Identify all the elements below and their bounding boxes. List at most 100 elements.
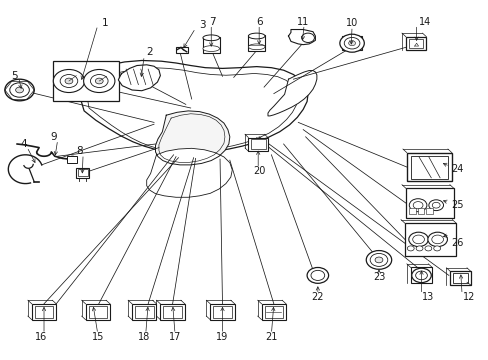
Bar (35, 306, 53, 318)
Bar (11, 84, 29, 96)
Bar (342, 36, 361, 50)
Text: 8: 8 (76, 146, 82, 156)
Circle shape (10, 83, 29, 97)
Bar (426, 208, 432, 214)
Bar (264, 306, 283, 318)
Circle shape (90, 75, 108, 87)
Bar (76, 168, 89, 178)
Bar (410, 156, 447, 179)
Text: 22: 22 (311, 292, 324, 302)
Text: 19: 19 (216, 332, 228, 342)
Bar (408, 208, 415, 214)
Circle shape (431, 235, 443, 244)
Bar (452, 273, 467, 283)
Polygon shape (155, 111, 229, 165)
Bar (135, 306, 153, 318)
Circle shape (344, 37, 359, 49)
Circle shape (16, 87, 23, 93)
Bar (405, 37, 426, 50)
Bar (88, 306, 107, 318)
Circle shape (428, 200, 443, 211)
Ellipse shape (203, 46, 219, 51)
Circle shape (415, 271, 427, 280)
Text: 14: 14 (418, 17, 431, 27)
Circle shape (427, 232, 447, 247)
Text: 3: 3 (199, 20, 206, 30)
Bar (410, 267, 431, 283)
Bar (78, 169, 87, 176)
Bar (417, 208, 424, 214)
Circle shape (374, 257, 382, 263)
Bar (405, 188, 453, 218)
Text: 1: 1 (102, 18, 108, 28)
Bar (213, 306, 231, 318)
Circle shape (369, 253, 387, 266)
Text: 18: 18 (138, 332, 150, 342)
Bar (163, 306, 182, 318)
Circle shape (412, 235, 424, 244)
Bar (67, 156, 77, 163)
Text: 24: 24 (450, 164, 463, 174)
Circle shape (95, 78, 103, 84)
Text: 9: 9 (50, 132, 57, 142)
Text: 4: 4 (20, 139, 27, 149)
Bar (449, 271, 470, 285)
Bar (32, 304, 56, 320)
Circle shape (65, 78, 73, 84)
Circle shape (411, 268, 430, 283)
Circle shape (67, 156, 77, 163)
Circle shape (83, 69, 115, 93)
Ellipse shape (248, 33, 264, 39)
Bar (404, 223, 455, 256)
Text: 17: 17 (168, 332, 181, 342)
Circle shape (5, 79, 34, 101)
Bar (408, 39, 423, 48)
Circle shape (408, 232, 427, 247)
Bar (132, 304, 156, 320)
Text: 10: 10 (345, 18, 358, 28)
Text: 11: 11 (296, 17, 309, 27)
Bar (85, 304, 110, 320)
Circle shape (348, 41, 355, 46)
Bar (210, 304, 234, 320)
Bar (160, 304, 184, 320)
Circle shape (431, 202, 439, 208)
Polygon shape (267, 71, 316, 116)
Circle shape (408, 199, 426, 212)
Text: 23: 23 (372, 272, 385, 282)
Ellipse shape (203, 35, 219, 41)
Text: 25: 25 (450, 200, 463, 210)
Text: 7: 7 (209, 17, 216, 27)
Bar (53, 61, 119, 101)
Bar (248, 35, 264, 51)
Polygon shape (118, 65, 160, 91)
Circle shape (424, 246, 431, 251)
Bar (176, 47, 188, 53)
Text: 21: 21 (264, 332, 277, 342)
Circle shape (60, 75, 78, 87)
Polygon shape (288, 30, 315, 45)
Circle shape (433, 246, 440, 251)
Circle shape (415, 246, 422, 251)
Text: 13: 13 (421, 292, 433, 302)
Bar (250, 139, 265, 149)
Polygon shape (76, 60, 307, 153)
Bar (261, 304, 285, 320)
Circle shape (366, 251, 391, 269)
Polygon shape (146, 148, 232, 197)
Text: 15: 15 (91, 332, 104, 342)
Circle shape (339, 34, 364, 52)
Bar (248, 138, 267, 151)
Text: 20: 20 (252, 166, 265, 176)
Bar (406, 153, 451, 181)
Circle shape (306, 267, 328, 283)
Text: 5: 5 (11, 71, 18, 81)
Text: 2: 2 (145, 47, 152, 57)
Ellipse shape (248, 44, 264, 50)
Circle shape (310, 270, 324, 280)
Text: 12: 12 (462, 292, 475, 302)
Circle shape (407, 246, 413, 251)
Text: 16: 16 (35, 332, 48, 342)
Text: 26: 26 (450, 238, 463, 248)
Bar (203, 37, 219, 53)
